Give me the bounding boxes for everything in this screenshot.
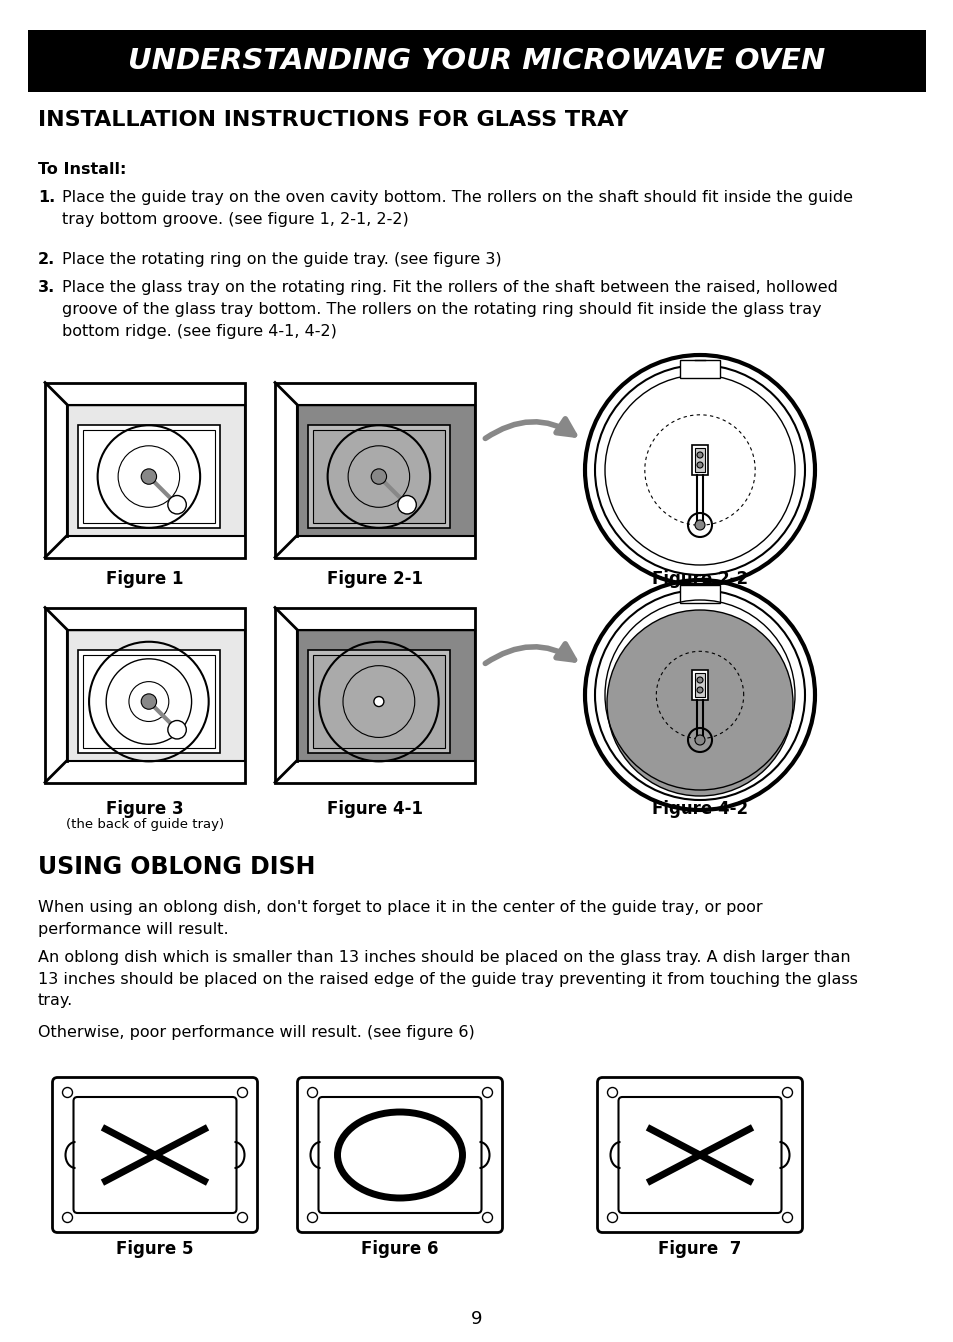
Text: 3.: 3. [38,280,55,295]
FancyBboxPatch shape [297,1078,502,1232]
Bar [695,672,704,696]
Bar [28,30,925,93]
Text: Otherwise, poor performance will result. (see figure 6): Otherwise, poor performance will result.… [38,1025,475,1040]
Bar [67,629,245,761]
Circle shape [606,611,792,796]
FancyBboxPatch shape [618,1096,781,1213]
Bar [83,431,214,522]
Bar [67,404,245,535]
Circle shape [695,519,704,530]
Circle shape [374,696,383,706]
Text: Place the rotating ring on the guide tray. (see figure 3): Place the rotating ring on the guide tra… [62,252,501,267]
Bar [308,425,450,527]
Bar [691,670,707,701]
Bar [77,425,220,527]
Bar [274,608,475,782]
Text: Place the glass tray on the rotating ring. Fit the rollers of the shaft between : Place the glass tray on the rotating rin… [62,280,837,340]
Bar [679,360,720,378]
FancyBboxPatch shape [597,1078,801,1232]
Bar [296,629,475,761]
Text: When using an oblong dish, don't forget to place it in the center of the guide t: When using an oblong dish, don't forget … [38,900,761,937]
Text: Figure 4-2: Figure 4-2 [651,800,747,819]
Text: (the back of guide tray): (the back of guide tray) [66,819,224,831]
Circle shape [695,735,704,745]
Text: Figure 2-2: Figure 2-2 [651,570,747,588]
Text: UNDERSTANDING YOUR MICROWAVE OVEN: UNDERSTANDING YOUR MICROWAVE OVEN [129,47,824,75]
Circle shape [697,452,702,458]
Text: Figure 6: Figure 6 [361,1240,438,1257]
Text: USING OBLONG DISH: USING OBLONG DISH [38,855,315,879]
Text: Figure 4-1: Figure 4-1 [327,800,422,819]
Text: 9: 9 [471,1310,482,1329]
Text: INSTALLATION INSTRUCTIONS FOR GLASS TRAY: INSTALLATION INSTRUCTIONS FOR GLASS TRAY [38,110,628,130]
Text: Figure 2-1: Figure 2-1 [327,570,422,588]
Bar [313,655,445,747]
Bar [308,651,450,753]
Bar [45,382,245,557]
Circle shape [697,676,702,683]
Circle shape [141,468,156,484]
Bar [679,585,720,603]
Bar [274,382,475,557]
Circle shape [141,694,156,709]
Text: To Install:: To Install: [38,162,126,177]
Text: Figure 1: Figure 1 [106,570,184,588]
Circle shape [697,687,702,692]
Text: Figure  7: Figure 7 [658,1240,740,1257]
FancyBboxPatch shape [52,1078,257,1232]
Circle shape [397,495,416,514]
Circle shape [168,721,186,739]
Text: Figure 3: Figure 3 [106,800,184,819]
FancyBboxPatch shape [73,1096,236,1213]
Bar [83,655,214,747]
Bar [45,608,245,782]
Text: 1.: 1. [38,191,55,205]
Circle shape [697,462,702,468]
FancyBboxPatch shape [318,1096,481,1213]
Text: An oblong dish which is smaller than 13 inches should be placed on the glass tra: An oblong dish which is smaller than 13 … [38,950,857,1008]
Bar [695,448,704,472]
Bar [296,404,475,535]
Circle shape [371,468,386,484]
Text: Place the guide tray on the oven cavity bottom. The rollers on the shaft should : Place the guide tray on the oven cavity … [62,191,852,227]
Bar [691,446,707,475]
Bar [313,431,445,522]
Circle shape [168,495,186,514]
Bar [77,651,220,753]
Text: Figure 5: Figure 5 [116,1240,193,1257]
Text: 2.: 2. [38,252,55,267]
